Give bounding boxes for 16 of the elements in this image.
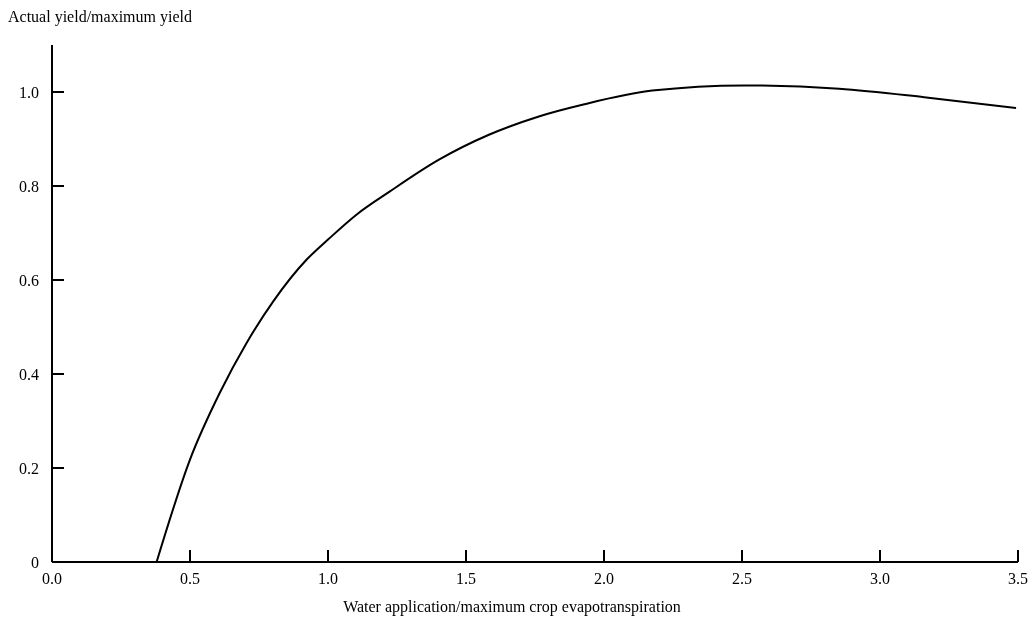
y-tick-label: 0.6 xyxy=(19,271,39,289)
x-tick-label: 2.5 xyxy=(732,570,752,587)
x-tick-label: 1.5 xyxy=(456,570,476,587)
x-tick-label: 1.0 xyxy=(318,570,338,587)
x-tick-label: 3.5 xyxy=(1008,570,1028,587)
y-tick-label: 0.8 xyxy=(19,177,39,195)
x-tick-label: 0.5 xyxy=(180,570,200,587)
y-tick-label: 0.4 xyxy=(19,365,39,383)
x-axis-title: Water application/maximum crop evapotranspiration xyxy=(343,598,681,616)
y-tick-label: 1.0 xyxy=(19,83,39,101)
y-axis-title: Actual yield/maximum yield xyxy=(8,8,192,26)
x-tick-label: 2.0 xyxy=(594,570,614,587)
y-tick-label: 0.2 xyxy=(19,459,39,477)
x-tick-label: 3.0 xyxy=(870,570,890,587)
x-tick-label: 0.0 xyxy=(42,570,62,587)
y-tick-label: 0 xyxy=(31,553,39,571)
